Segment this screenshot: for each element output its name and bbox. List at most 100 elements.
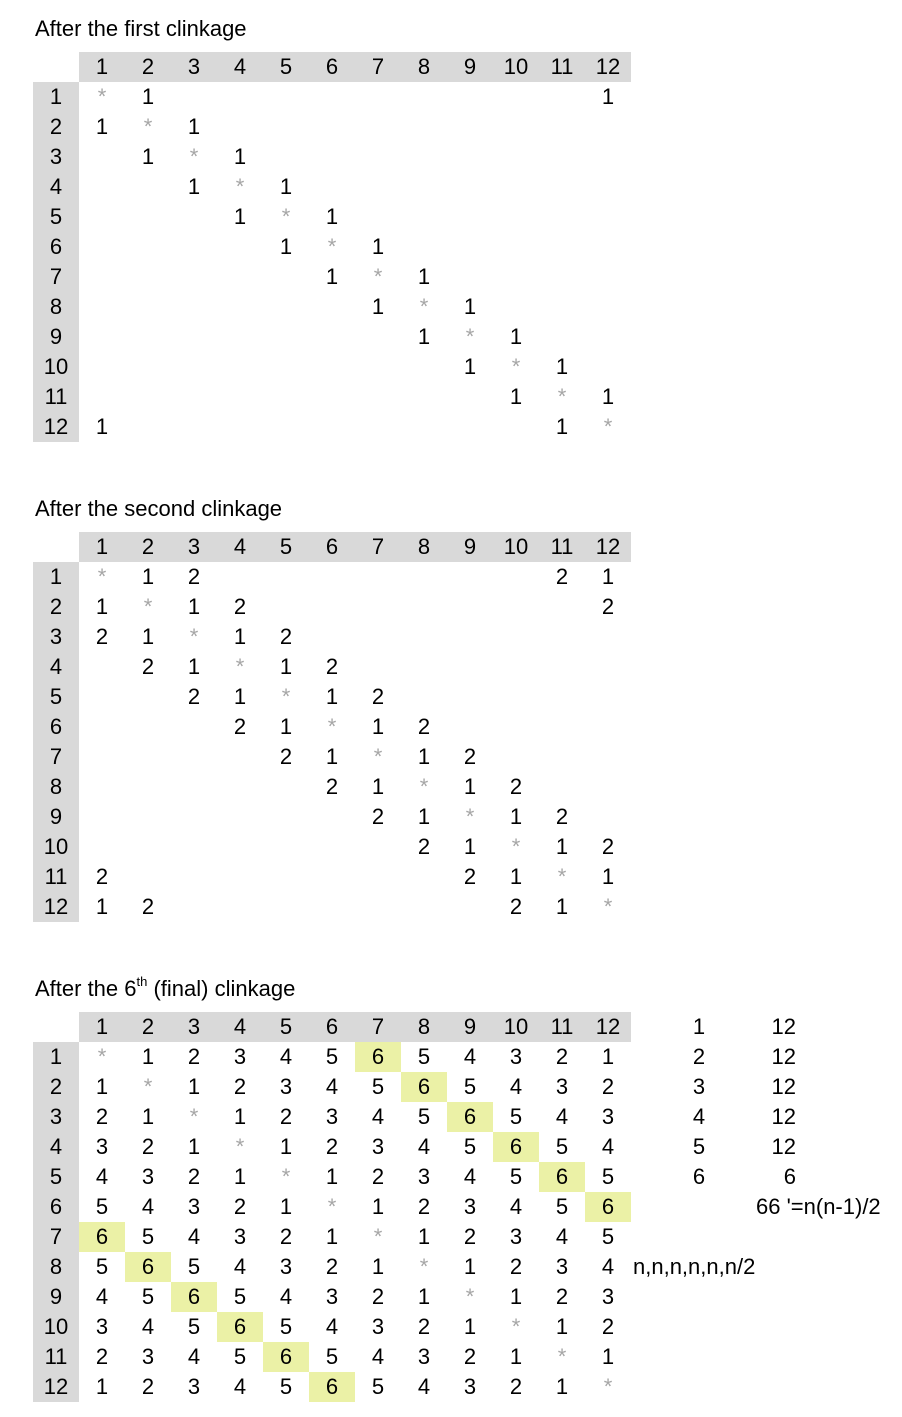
diagonal-cell: * <box>281 204 291 229</box>
matrix-cell <box>217 562 263 592</box>
row-header: 11 <box>33 382 79 412</box>
matrix-cell <box>263 112 309 142</box>
matrix-row: 3 2 1 * 1 2 <box>33 622 631 652</box>
matrix-cell: 1 <box>601 1044 615 1069</box>
matrix-cell <box>125 742 171 772</box>
matrix-cell <box>79 172 125 202</box>
row-header: 9 <box>33 322 79 352</box>
matrix-cell: 4 <box>95 1284 109 1309</box>
matrix-cell: 5 <box>95 1194 109 1219</box>
matrix-cell: 3 <box>463 1374 477 1399</box>
column-header: 6 <box>309 1012 355 1042</box>
matrix-cell <box>539 772 585 802</box>
matrix-row: 6 1 * 1 <box>33 232 631 262</box>
matrix-cell <box>171 262 217 292</box>
matrix-row: 12 1 2 2 1 * <box>33 892 631 922</box>
matrix-cell: 2 <box>233 594 247 619</box>
matrix-row: 9 4 5 6 5 4 3 2 1 * 1 2 3 <box>33 1282 631 1312</box>
matrix-cell <box>217 352 263 382</box>
matrix-cell <box>539 262 585 292</box>
matrix-cell: 5 <box>141 1224 155 1249</box>
matrix-cell: 2 <box>463 744 477 769</box>
diagonal-cell: * <box>511 834 521 859</box>
matrix-cell <box>171 202 217 232</box>
matrix-corner <box>33 532 79 562</box>
matrix-cell: 2 <box>279 1104 293 1129</box>
matrix-cell <box>171 382 217 412</box>
matrix-cell <box>263 772 309 802</box>
diagonal-cell: * <box>419 774 429 799</box>
matrix-cell: 2 <box>509 894 523 919</box>
matrix-cell: 3 <box>371 1314 385 1339</box>
matrix-cell <box>585 202 631 232</box>
summary-row: 1 12 <box>684 1012 902 1042</box>
matrix-cell <box>79 802 125 832</box>
matrix-cell: 4 <box>279 1284 293 1309</box>
summary-count: 12 <box>771 1014 796 1039</box>
matrix-cell: 2 <box>463 1344 477 1369</box>
matrix-cell <box>493 652 539 682</box>
matrix-cell <box>493 142 539 172</box>
matrix-cell: 5 <box>187 1254 201 1279</box>
matrix-cell <box>539 232 585 262</box>
matrix-cell: 3 <box>233 1224 247 1249</box>
column-header: 9 <box>447 1012 493 1042</box>
matrix-cell <box>585 142 631 172</box>
matrix-cell <box>263 82 309 112</box>
matrix-cell: 2 <box>141 894 155 919</box>
diagonal-cell: * <box>189 624 199 649</box>
matrix-cell <box>585 112 631 142</box>
matrix-cell: 1 <box>325 684 339 709</box>
column-header: 8 <box>401 532 447 562</box>
column-header: 11 <box>539 532 585 562</box>
matrix-cell <box>125 232 171 262</box>
matrix-row: 10 1 * 1 <box>33 352 631 382</box>
matrix-cell: 1 <box>463 1254 477 1279</box>
matrix-cell: 3 <box>325 1284 339 1309</box>
matrix-cell <box>263 802 309 832</box>
summary-count: 12 <box>771 1104 796 1129</box>
matrix-cell <box>539 142 585 172</box>
matrix-cell: 1 <box>233 204 247 229</box>
matrix-cell: 3 <box>509 1224 523 1249</box>
matrix-cell: 1 <box>601 84 615 109</box>
matrix-cell: 1 <box>509 324 523 349</box>
diagonal-cell: * <box>235 174 245 199</box>
matrix-cell <box>309 562 355 592</box>
matrix-cell <box>125 262 171 292</box>
matrix-cell <box>79 712 125 742</box>
matrix-row: 7 2 1 * 1 2 <box>33 742 631 772</box>
matrix-cell: 3 <box>187 1374 201 1399</box>
matrix-cell <box>125 802 171 832</box>
row-header: 5 <box>33 682 79 712</box>
matrix-cell: 1 <box>325 744 339 769</box>
column-header: 6 <box>309 52 355 82</box>
matrix-cell: 3 <box>555 1254 569 1279</box>
matrix-cell: 2 <box>371 1284 385 1309</box>
column-header: 6 <box>309 532 355 562</box>
matrix-cell <box>125 862 171 892</box>
matrix-cell: 5 <box>509 1164 523 1189</box>
matrix-cell <box>401 682 447 712</box>
matrix-cell: 1 <box>601 864 615 889</box>
matrix-cell: 3 <box>141 1164 155 1189</box>
matrix-corner <box>33 52 79 82</box>
matrix-cell: 2 <box>279 624 293 649</box>
matrix-cell: 3 <box>509 1044 523 1069</box>
matrix-cell: 2 <box>233 1194 247 1219</box>
row-header: 7 <box>33 742 79 772</box>
matrix-cell: 4 <box>509 1194 523 1219</box>
matrix-row: 7 1 * 1 <box>33 262 631 292</box>
matrix-cell <box>447 142 493 172</box>
matrix-cell: 6 <box>263 1342 309 1372</box>
matrix-cell <box>79 352 125 382</box>
summary-total-text: 66 '=n(n-1)/2 <box>756 1194 881 1219</box>
matrix-cell: 1 <box>279 1194 293 1219</box>
matrix-cell <box>79 262 125 292</box>
matrix-corner <box>33 1012 79 1042</box>
summary-count: 12 <box>771 1074 796 1099</box>
row-header: 6 <box>33 232 79 262</box>
matrix-cell: 4 <box>417 1374 431 1399</box>
matrix-cell: 1 <box>233 144 247 169</box>
